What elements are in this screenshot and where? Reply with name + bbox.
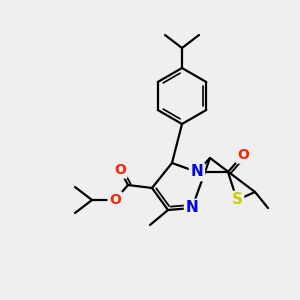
Text: N: N — [190, 164, 203, 179]
Text: S: S — [232, 193, 242, 208]
Text: O: O — [109, 193, 121, 207]
Text: O: O — [114, 163, 126, 177]
Text: N: N — [186, 200, 198, 215]
Text: O: O — [237, 148, 249, 162]
